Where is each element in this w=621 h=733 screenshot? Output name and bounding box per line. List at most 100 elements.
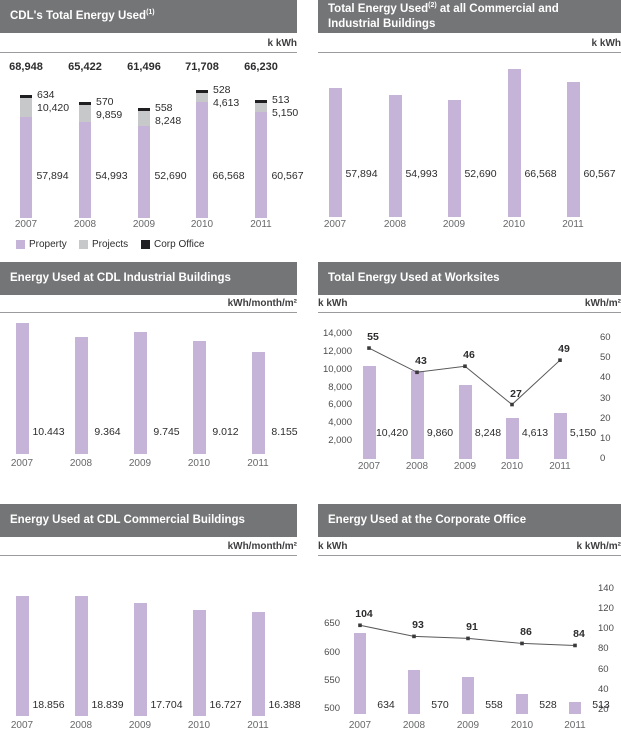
property-label: 60,567 [271, 170, 304, 182]
left-axis-tick-label: 14,000 [322, 328, 352, 339]
bar-2007 [15, 323, 29, 454]
bar-2011 [553, 413, 567, 459]
bar-2008 [74, 336, 88, 454]
projects-label: 9,859 [96, 108, 123, 121]
plot-area: 10.443 9.364 9.745 9.012 8.155 [0, 313, 298, 454]
unit-row: k kWh [318, 38, 621, 53]
bar-2008 [408, 669, 420, 714]
right-axis-tick-label: 40 [600, 372, 611, 384]
left-axis-tick-label: 500 [324, 703, 340, 715]
plot-area: 18.856 18.839 17.704 16.727 16.388 [0, 556, 301, 716]
chart-title: Energy Used at CDL Industrial Buildings [0, 262, 297, 295]
value-label: 9.012 [212, 426, 239, 438]
year-label: 2009 [132, 219, 156, 230]
stacked-bar [255, 100, 267, 218]
title-text-rest: at all Commercial and Industrial Buildin… [328, 3, 562, 30]
year-label: 2010 [187, 720, 211, 731]
unit-row: kWh/month/m² [0, 298, 297, 313]
title-text: Total Energy Used [328, 3, 429, 16]
value-label: 52,690 [464, 168, 497, 180]
right-axis-tick-label: 30 [600, 392, 611, 404]
line-marker [463, 364, 467, 369]
line-value-label: 84 [573, 628, 585, 641]
line-value-label: 49 [558, 343, 570, 356]
right-axis-tick-label: 60 [600, 332, 611, 343]
year-label: 2010 [502, 219, 526, 230]
value-label: 570 [431, 699, 449, 711]
year-label: 2010 [510, 720, 534, 731]
line-marker [510, 402, 514, 407]
x-axis-labels: 2007 2008 2009 2010 2011 [318, 461, 621, 474]
value-label: 634 [377, 699, 395, 711]
line-marker [466, 636, 470, 641]
line-marker [412, 634, 416, 639]
bar-segment-corp-office [255, 100, 267, 103]
year-label: 2009 [456, 720, 480, 731]
legend-swatch-property [16, 240, 25, 249]
unit-label-right: k kWh [267, 38, 297, 49]
chart-panel-industrial-buildings: Energy Used at CDL Industrial Buildings … [0, 262, 298, 500]
plot-area: 650 600 550 500 140 120 100 80 60 40 20 634 570 558 52… [318, 556, 621, 716]
value-label: 558 [485, 699, 503, 711]
right-axis-tick-label: 0 [600, 453, 606, 464]
corp-office-label: 528 [213, 84, 231, 97]
year-label: 2010 [500, 461, 524, 472]
year-label: 2008 [383, 219, 407, 230]
bar-2010 [192, 341, 206, 454]
plot-area: 68,948 634 10,420 57,894 65,422 570 9,859 54,99… [0, 57, 304, 218]
bar-2007 [362, 365, 376, 459]
plot-area: 14,000 12,000 10,000 8,000 6,000 4,000 2,000 60… [318, 313, 621, 464]
legend-swatch-projects [79, 240, 88, 249]
legend-swatch-corp-office [141, 240, 150, 249]
right-axis-tick-label: 20 [598, 703, 609, 715]
value-label: 10.443 [32, 426, 65, 438]
value-label: 4,613 [521, 427, 549, 439]
left-axis-tick-label: 550 [324, 675, 340, 687]
year-label: 2007 [14, 219, 38, 230]
x-axis-labels: 2007 2008 2009 2010 2011 [0, 219, 297, 232]
title-superscript: (1) [146, 9, 155, 17]
stacked-bar [138, 108, 150, 218]
right-axis-tick-label: 60 [598, 663, 609, 675]
year-label: 2007 [10, 720, 34, 731]
unit-label-right: k kWh [591, 38, 621, 49]
bar-2008 [410, 370, 424, 459]
bar-segment-projects [20, 98, 32, 117]
chart-panel-commercial-buildings: Energy Used at CDL Commercial Buildings … [0, 504, 301, 733]
total-label: 66,230 [244, 61, 278, 73]
x-axis-labels: 2007 2008 2009 2010 2011 [0, 720, 297, 733]
total-label: 71,708 [185, 61, 219, 73]
left-axis-tick-label: 12,000 [322, 345, 352, 357]
legend-label: Corp Office [154, 239, 205, 250]
trend-line [358, 623, 577, 648]
left-axis-tick-label: 10,000 [322, 363, 352, 375]
bar-segment-corp-office [196, 90, 208, 94]
chart-title: Total Energy Used(2) at all Commercial a… [318, 0, 621, 33]
corp-office-label: 570 [96, 95, 114, 108]
line-value-label: 27 [510, 387, 522, 400]
left-axis-tick-label: 4,000 [328, 417, 352, 429]
bar-2009 [458, 385, 472, 459]
line-value-label: 43 [415, 355, 427, 368]
chart-panel-cdl-total-energy: CDL's Total Energy Used(1) k kWh 68,948 6… [0, 0, 304, 252]
bar-2010 [192, 609, 206, 716]
plot-area: 57,894 54,993 52,690 66,568 60,567 [318, 57, 621, 217]
value-label: 66,568 [524, 168, 557, 180]
year-label: 2010 [190, 219, 214, 230]
title-text: CDL's Total Energy Used [10, 10, 147, 23]
year-label: 2009 [442, 219, 466, 230]
bar-segment-projects [79, 104, 91, 122]
bar-2011 [569, 702, 581, 714]
right-axis-tick-label: 20 [600, 412, 611, 424]
legend-item-corp-office: Corp Office [141, 239, 204, 250]
bar-segment-property [138, 125, 150, 218]
right-axis-tick-label: 10 [600, 432, 611, 444]
chart-title: Energy Used at the Corporate Office [318, 504, 621, 537]
value-label: 10,420 [375, 427, 409, 439]
line-value-label: 55 [367, 331, 379, 344]
bar-segment-projects [138, 111, 150, 126]
bar-2009 [447, 99, 461, 217]
title-text: Energy Used at CDL Industrial Buildings [10, 272, 231, 285]
line-value-label: 86 [520, 626, 532, 639]
